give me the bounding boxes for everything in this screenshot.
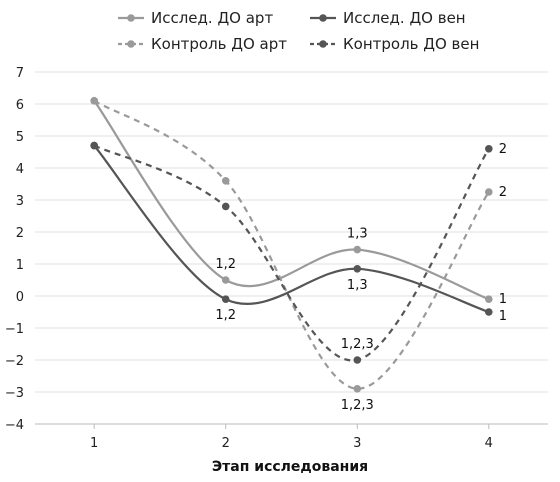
y-tick-label: 3 [16,194,24,209]
legend-swatch-point [319,14,327,22]
legend-label: Исслед. ДО вен [343,9,466,27]
legend-swatch-point [127,40,135,48]
data-point [221,276,230,284]
legend: Исслед. ДО арт Исслед. ДО вен Контроль ДО … [118,9,479,53]
x-axis-title: Этап исследования [212,459,368,475]
data-point [485,295,493,304]
data-point [353,245,362,254]
y-tick-label: 2 [16,226,24,241]
data-point [90,141,98,150]
y-tick-label: 0 [16,290,24,305]
y-tick-label: 4 [16,162,24,177]
data-point [221,177,230,185]
data-point [353,265,362,273]
data-labels: 1,2 1,3 1 1,2 1,3 1 1,2,3 2 1,2,3 2 [215,142,507,413]
data-point [485,145,493,153]
series-line [93,100,490,301]
data-label: 1,3 [347,278,368,293]
x-tick-label: 2 [222,436,230,451]
legend-entry: Контроль ДО вен [310,35,479,53]
x-tick-label: 1 [90,436,98,451]
x-tick-label: 4 [485,436,493,451]
y-tick-label: −3 [5,386,24,401]
legend-swatch-point [127,14,135,22]
legend-label: Контроль ДО вен [343,35,479,53]
data-label: 1 [499,309,507,324]
y-tick-label: 1 [16,258,24,273]
x-tick-label: 3 [353,436,361,451]
legend-label: Контроль ДО арт [151,35,287,53]
y-tick-label: 5 [16,130,24,145]
series-line [93,99,490,390]
data-point [485,308,493,316]
y-tick-label: −2 [5,354,24,369]
data-point [485,188,493,196]
data-label: 1,2,3 [341,398,374,413]
data-label: 1,3 [347,227,368,242]
data-point [353,385,362,393]
series-line [93,144,490,362]
data-label: 1,2 [215,308,236,323]
legend-entry: Исслед. ДО вен [310,9,466,27]
data-point [90,97,98,105]
y-tick-label: −1 [5,322,24,337]
data-label: 1,2,3 [341,337,374,352]
data-label: 1,2 [215,257,236,272]
data-label: 2 [499,142,507,157]
gridlines [35,71,548,425]
data-point [221,202,230,211]
legend-entry: Исслед. ДО арт [118,9,273,27]
y-tick-label: 6 [16,98,24,113]
series-lines [93,99,490,390]
legend-entry: Контроль ДО арт [118,35,287,53]
y-tick-label: −4 [5,418,24,433]
axes: 7 6 5 4 3 2 1 0 −1 −2 −3 −4 1 2 3 4 [5,66,493,451]
data-label: 2 [499,185,507,200]
data-points [90,97,493,393]
data-label: 1 [499,292,507,307]
legend-label: Исслед. ДО арт [151,9,273,27]
data-point [353,356,362,364]
legend-swatch-point [319,40,327,48]
y-tick-label: 7 [16,66,24,81]
series-line [93,144,490,314]
data-point [221,295,230,304]
